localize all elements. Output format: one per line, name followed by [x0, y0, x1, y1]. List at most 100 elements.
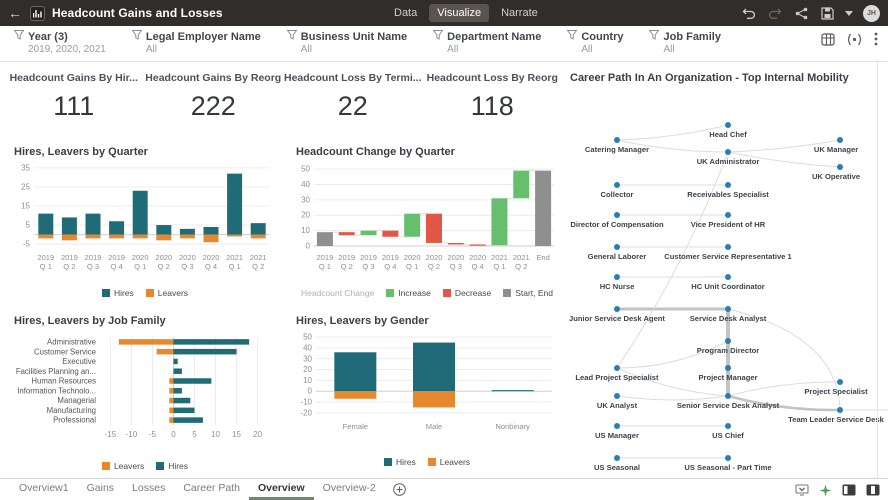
- network-node[interactable]: [614, 274, 620, 280]
- filter-item[interactable]: Year (3) 2019, 2020, 2021: [13, 30, 106, 55]
- legend-item[interactable]: Increase: [386, 288, 431, 298]
- save-menu-caret-icon[interactable]: [845, 5, 853, 21]
- kebab-menu-icon[interactable]: [874, 32, 878, 46]
- legend-item[interactable]: Hires: [156, 461, 188, 471]
- tab-visualize[interactable]: Visualize: [429, 4, 490, 22]
- chart-plot[interactable]: 50 40 30 20 10 0 -10 -20 Female Male Nonbinary: [290, 329, 564, 456]
- chart-headcount-change-by-quarter[interactable]: Headcount Change by Quarter 0 10 20 30 40 50 2…: [290, 146, 564, 304]
- network-node[interactable]: [725, 182, 731, 188]
- network-node[interactable]: [725, 212, 731, 218]
- kpi-loss-by-termination[interactable]: Headcount Loss By Termi... 22: [283, 64, 423, 128]
- legend-label: Hires: [168, 461, 189, 471]
- network-edge[interactable]: [616, 395, 729, 401]
- network-edge[interactable]: [727, 394, 841, 412]
- filter-item[interactable]: Legal Employer Name All: [131, 30, 261, 55]
- share-icon[interactable]: [793, 5, 809, 21]
- filter-bar-grid-icon[interactable]: [821, 32, 835, 46]
- add-canvas-icon[interactable]: [385, 479, 414, 500]
- left-panel-toggle-icon[interactable]: [842, 484, 856, 496]
- filter-item[interactable]: Country All: [566, 30, 623, 55]
- network-node[interactable]: [614, 393, 620, 399]
- legend-item[interactable]: Leavers: [145, 288, 188, 298]
- avatar[interactable]: JH: [863, 4, 880, 22]
- network-edge[interactable]: [616, 151, 729, 369]
- undo-icon[interactable]: [741, 5, 757, 21]
- network-node[interactable]: [725, 149, 731, 155]
- network-edge[interactable]: [616, 139, 729, 153]
- network-node[interactable]: [837, 137, 843, 143]
- network-node[interactable]: [725, 423, 731, 429]
- legend-item[interactable]: Hires: [383, 457, 416, 467]
- network-career-path[interactable]: Career Path In An Organization - Top Int…: [566, 72, 888, 481]
- network-edge[interactable]: [727, 381, 841, 397]
- network-node[interactable]: [614, 182, 620, 188]
- kpi-loss-by-reorg[interactable]: Headcount Loss By Reorg 118: [423, 64, 563, 128]
- canvas-tab-overview1[interactable]: Overview1: [19, 482, 69, 494]
- chart-plot[interactable]: 0 10 20 30 40 50 2019 Q 1 2019 Q 2 2019 Q 3 2019 Q 4 2…: [290, 160, 564, 287]
- legend-item[interactable]: Start, End: [503, 288, 553, 298]
- network-edge[interactable]: [616, 340, 729, 369]
- funnel-icon: [131, 30, 143, 43]
- tab-data[interactable]: Data: [394, 7, 418, 19]
- network-edge[interactable]: [727, 151, 841, 168]
- network-node[interactable]: [837, 407, 843, 413]
- network-node[interactable]: [725, 365, 731, 371]
- network-node[interactable]: [614, 455, 620, 461]
- network-edge[interactable]: [616, 124, 729, 141]
- chart-plot[interactable]: -15 -10 -5 0 5 10 15 20 Administrative Customer S…: [8, 329, 282, 460]
- network-node[interactable]: [614, 137, 620, 143]
- legend-item[interactable]: Hires: [101, 288, 134, 298]
- network-edge[interactable]: [727, 308, 841, 411]
- chart-hires-leavers-by-gender[interactable]: Hires, Leavers by Gender 50 40 30 20 10 0 -10-…: [290, 315, 564, 477]
- legend-item[interactable]: Leavers: [427, 457, 471, 467]
- network-node[interactable]: [614, 365, 620, 371]
- mode-tabs: Data Visualize Narrate: [386, 4, 546, 22]
- kpi-gains-by-hire[interactable]: Headcount Gains By Hir... 111: [4, 64, 144, 128]
- legend-label: Decrease: [454, 288, 492, 298]
- canvas-tab-losses[interactable]: Losses: [132, 482, 166, 494]
- network-node[interactable]: [725, 393, 731, 399]
- network-plot[interactable]: Catering Manager Head Chef UK Manager UK Ad…: [566, 84, 888, 481]
- kpi-gains-by-reorg[interactable]: Headcount Gains By Reorg 222: [144, 64, 284, 128]
- network-node[interactable]: [725, 244, 731, 250]
- chart-plot[interactable]: 35 25 15 5 -5 2019 Q 1 2019 Q 2 2019 Q 3 2019 Q 4 202…: [8, 160, 282, 287]
- canvas-tab-career-path[interactable]: Career Path: [183, 482, 240, 494]
- canvas-tab-overview[interactable]: Overview: [248, 479, 314, 500]
- network-node[interactable]: [725, 274, 731, 280]
- network-node[interactable]: [614, 423, 620, 429]
- tab-narrate[interactable]: Narrate: [501, 7, 538, 19]
- network-node-label: UK Administrator: [697, 157, 760, 166]
- canvas-tab-overview-2[interactable]: Overview-2: [322, 482, 376, 494]
- network-node-label: US Seasonal: [594, 463, 640, 472]
- present-mode-icon[interactable]: [795, 484, 809, 496]
- chart-hires-leavers-by-quarter[interactable]: Hires, Leavers by Quarter 35 25 15 5 -5 2019 Q…: [8, 146, 282, 304]
- network-node[interactable]: [614, 212, 620, 218]
- filter-item[interactable]: Business Unit Name All: [286, 30, 407, 55]
- svg-text:End: End: [536, 253, 550, 262]
- network-node[interactable]: [725, 338, 731, 344]
- back-icon[interactable]: ←: [8, 5, 22, 21]
- network-node[interactable]: [725, 122, 731, 128]
- save-icon[interactable]: [819, 5, 835, 21]
- network-edge[interactable]: [727, 139, 841, 153]
- network-node[interactable]: [837, 379, 843, 385]
- chart-hires-leavers-by-job-family[interactable]: Hires, Leavers by Job Family -15 -10 -5 0 5 1…: [8, 315, 282, 477]
- network-node[interactable]: [614, 244, 620, 250]
- svg-text:0: 0: [308, 387, 313, 396]
- network-node[interactable]: [725, 306, 731, 312]
- network-node[interactable]: [614, 306, 620, 312]
- network-edge[interactable]: [616, 367, 729, 397]
- network-node[interactable]: [725, 455, 731, 461]
- filter-item[interactable]: Department Name All: [432, 30, 541, 55]
- parameters-icon[interactable]: [847, 33, 862, 46]
- filter-item[interactable]: Job Family All: [648, 30, 721, 55]
- funnel-icon: [13, 30, 25, 43]
- canvas-tab-gains[interactable]: Gains: [86, 482, 115, 494]
- legend-item[interactable]: Decrease: [442, 288, 492, 298]
- auto-apply-icon[interactable]: [819, 484, 832, 497]
- legend-item[interactable]: Leavers: [101, 461, 144, 471]
- network-node[interactable]: [837, 164, 843, 170]
- legend-label: Leavers: [439, 457, 471, 467]
- right-panel-toggle-icon[interactable]: [866, 484, 880, 496]
